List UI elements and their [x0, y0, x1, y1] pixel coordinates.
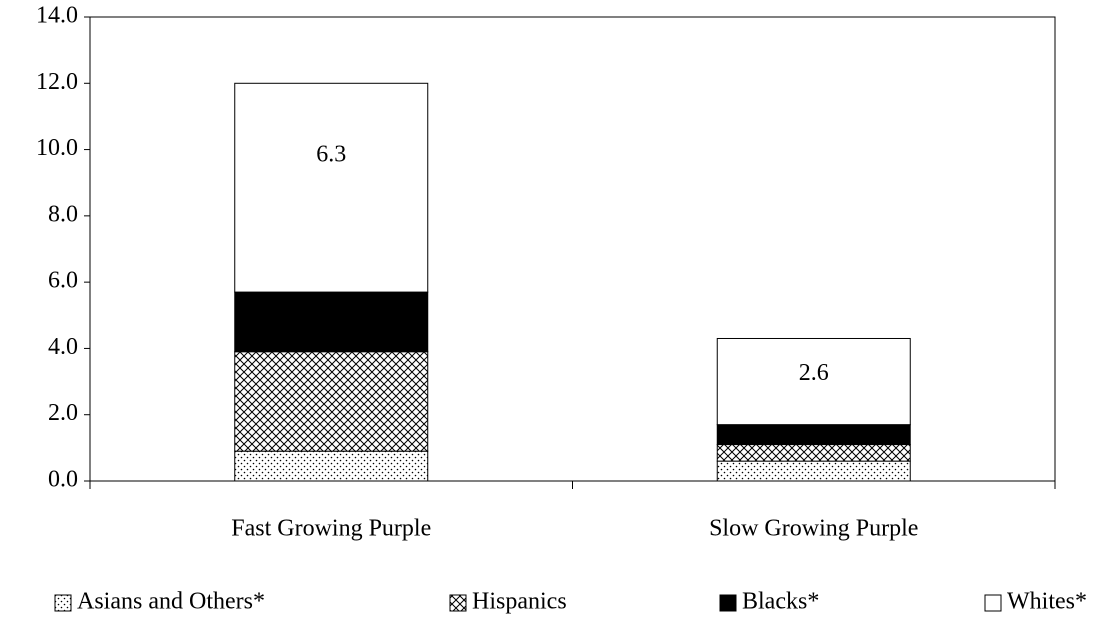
y-tick-label: 0.0: [48, 467, 78, 493]
y-tick-label: 10.0: [36, 135, 78, 161]
bar-segment: [234, 82, 429, 293]
bar-segment: [716, 424, 911, 446]
bar-segment: [716, 460, 911, 482]
y-tick-label: 6.0: [48, 268, 78, 294]
bar-segment: [716, 337, 911, 426]
data-label: 6.3: [316, 141, 346, 167]
bar-segment: [234, 291, 429, 353]
legend-label: Blacks*: [742, 589, 819, 615]
legend-swatch: [449, 594, 467, 612]
y-tick-label: 14.0: [36, 3, 78, 29]
legend-label: Hispanics: [472, 589, 567, 615]
y-tick-label: 2.0: [48, 400, 78, 426]
legend-swatch: [984, 594, 1002, 612]
y-tick-label: 8.0: [48, 201, 78, 227]
legend-label: Whites*: [1007, 589, 1087, 615]
bar-segment: [234, 450, 429, 482]
data-label: 2.6: [799, 360, 829, 386]
legend-swatch: [54, 594, 72, 612]
x-tick-label: Slow Growing Purple: [709, 516, 918, 542]
x-tick-label: Fast Growing Purple: [231, 516, 431, 542]
y-tick-label: 4.0: [48, 334, 78, 360]
legend-swatch: [719, 594, 737, 612]
legend-label: Asians and Others*: [77, 589, 265, 615]
bar-segment: [234, 351, 429, 452]
bar-segment: [716, 444, 911, 462]
y-tick-label: 12.0: [36, 69, 78, 95]
